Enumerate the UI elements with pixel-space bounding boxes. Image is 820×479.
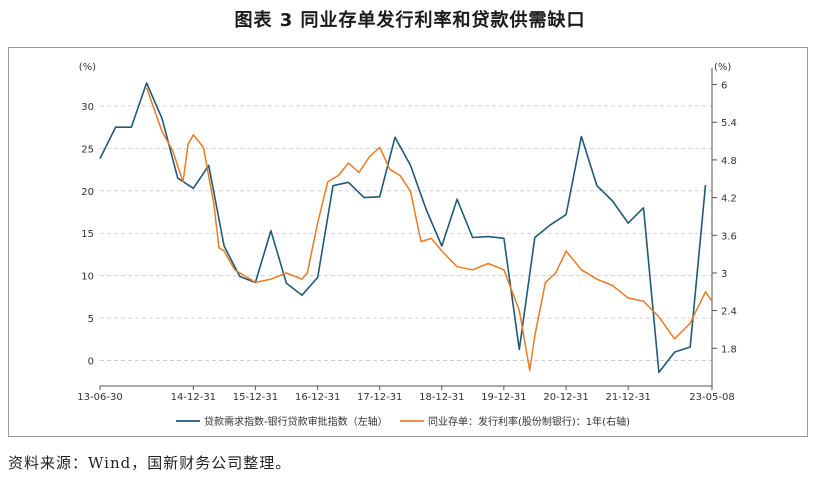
x-axis: 13-06-30 14-12-31 15-12-31 16-12-31 17-12-31… bbox=[77, 385, 735, 403]
legend-label-loan-gap: 贷款需求指数-银行贷款审批指数（左轴） bbox=[204, 415, 388, 428]
grid-lines bbox=[100, 105, 712, 361]
right-tick-label: 5.4 bbox=[721, 118, 737, 129]
series-lines bbox=[99, 82, 713, 374]
left-unit-label: (%) bbox=[79, 62, 96, 73]
x-tick-label: 23-05-08 bbox=[689, 392, 734, 403]
legend: 贷款需求指数-银行贷款审批指数（左轴） 同业存单：发行利率(股份制银行)：1年(右… bbox=[176, 415, 630, 428]
left-axis: 0 5 10 15 20 25 30 (%) bbox=[79, 62, 96, 368]
legend-label-cd-rate: 同业存单：发行利率(股份制银行)：1年(右轴) bbox=[428, 415, 630, 428]
series-line-cd-rate bbox=[145, 87, 713, 372]
chart-frame bbox=[8, 47, 808, 437]
left-tick-label: 15 bbox=[81, 229, 94, 240]
right-unit-label: (%) bbox=[714, 62, 731, 73]
x-tick-label: 13-06-30 bbox=[77, 392, 122, 403]
source-note: 资料来源：Wind，国新财务公司整理。 bbox=[8, 454, 292, 472]
right-tick-label: 2.4 bbox=[721, 307, 737, 318]
x-tick-label: 17-12-31 bbox=[357, 392, 402, 403]
x-tick-label: 20-12-31 bbox=[543, 392, 588, 403]
x-tick-label: 18-12-31 bbox=[419, 392, 464, 403]
left-tick-label: 25 bbox=[81, 144, 94, 155]
left-tick-label: 10 bbox=[81, 272, 94, 283]
left-tick-label: 20 bbox=[81, 187, 94, 198]
right-tick-label: 3.6 bbox=[721, 231, 737, 242]
x-tick-label: 14-12-31 bbox=[171, 392, 216, 403]
x-tick-label: 15-12-31 bbox=[233, 392, 278, 403]
chart-title: 图表 3 同业存单发行利率和贷款供需缺口 bbox=[234, 10, 586, 31]
right-tick-label: 1.8 bbox=[721, 344, 737, 355]
left-tick-label: 0 bbox=[88, 357, 94, 368]
series-line-loan-gap bbox=[99, 82, 707, 374]
right-tick-label: 6 bbox=[721, 81, 727, 92]
right-tick-label: 4.2 bbox=[721, 194, 737, 205]
x-tick-label: 16-12-31 bbox=[295, 392, 340, 403]
right-tick-label: 3 bbox=[721, 269, 727, 280]
left-tick-label: 5 bbox=[88, 314, 94, 325]
right-axis: 1.8 2.4 3 3.6 4.2 4.8 5.4 6 (%) bbox=[711, 62, 737, 386]
left-tick-label: 30 bbox=[81, 102, 94, 113]
x-tick-label: 21-12-31 bbox=[605, 392, 650, 403]
right-tick-label: 4.8 bbox=[721, 156, 737, 167]
x-tick-label: 19-12-31 bbox=[481, 392, 526, 403]
